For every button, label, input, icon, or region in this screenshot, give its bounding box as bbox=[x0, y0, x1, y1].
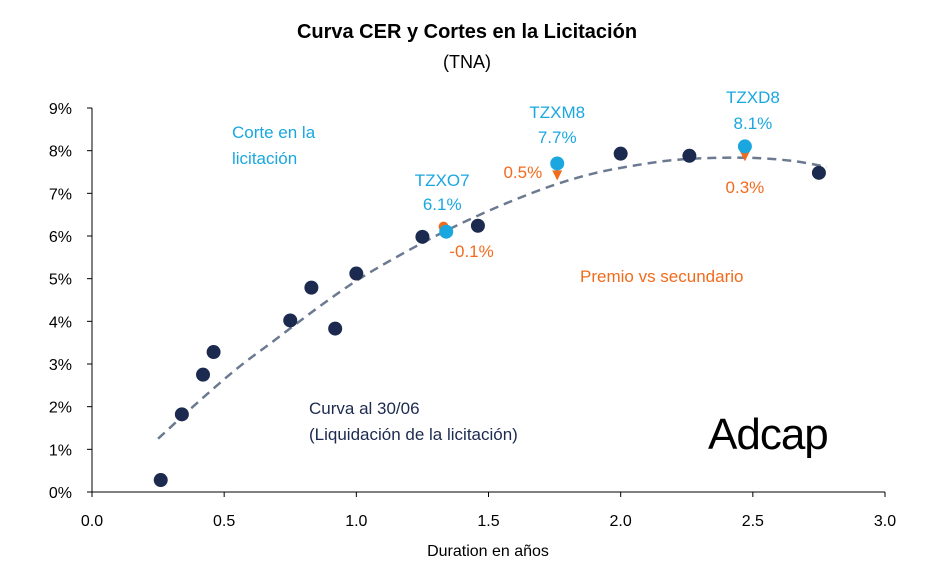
x-tick-label: 1.5 bbox=[477, 513, 499, 530]
y-tick-label: 8% bbox=[49, 144, 72, 161]
auction-legend-line1: Corte en la bbox=[232, 123, 316, 142]
ticker-value: 6.1% bbox=[423, 195, 462, 214]
curve-point bbox=[682, 148, 697, 163]
curve-legend-line2: (Liquidación de la licitación) bbox=[309, 425, 518, 444]
auction-cut-point bbox=[737, 139, 752, 154]
curve-point bbox=[470, 218, 485, 233]
premium-markers bbox=[438, 150, 750, 232]
ticker-label: TZXO7 bbox=[415, 171, 470, 190]
y-tick-label: 9% bbox=[49, 101, 72, 118]
y-tick-label: 0% bbox=[49, 485, 72, 502]
y-tick-labels: 0% 1% 2% 3% 4% 5% 6% 7% 8% 9% bbox=[49, 101, 92, 502]
premium-value: -0.1% bbox=[449, 242, 493, 261]
ticker-value: 7.7% bbox=[538, 128, 577, 147]
x-tick-label: 2.0 bbox=[610, 513, 632, 530]
y-tick-label: 3% bbox=[49, 357, 72, 374]
y-tick-label: 5% bbox=[49, 272, 72, 289]
auction-cut-point bbox=[550, 156, 565, 171]
chart-subtitle: (TNA) bbox=[443, 52, 491, 72]
curve-point bbox=[328, 321, 343, 336]
curve-point bbox=[153, 473, 168, 488]
y-tick-label: 7% bbox=[49, 186, 72, 203]
x-tick-label: 0.5 bbox=[213, 513, 235, 530]
x-axis-label: Duration en años bbox=[427, 543, 549, 560]
curve-point bbox=[415, 229, 430, 244]
premium-legend: Premio vs secundario bbox=[580, 267, 743, 286]
y-tick-label: 2% bbox=[49, 400, 72, 417]
point-labels: TZXO7 6.1% -0.1% TZXM8 7.7% 0.5% TZXD8 8.1% 0.3% bbox=[415, 88, 780, 261]
auction-cut-point bbox=[439, 224, 454, 239]
x-tick-label: 2.5 bbox=[742, 513, 764, 530]
curve-point bbox=[283, 313, 298, 328]
adcap-logo: Adcap bbox=[708, 410, 828, 459]
x-tick-label: 3.0 bbox=[874, 513, 896, 530]
premium-value: 0.5% bbox=[503, 163, 542, 182]
curve-point bbox=[206, 345, 221, 360]
auction-cut-points bbox=[439, 139, 752, 239]
chart-title: Curva CER y Cortes en la Licitación bbox=[297, 21, 637, 43]
x-tick-label: 0.0 bbox=[81, 513, 103, 530]
curve-legend-line1: Curva al 30/06 bbox=[309, 399, 420, 418]
premium-arrow-head bbox=[552, 170, 563, 181]
x-tick-label: 1.0 bbox=[345, 513, 367, 530]
fit-curve-dashed bbox=[157, 156, 828, 440]
curve-point bbox=[174, 407, 189, 422]
curve-point bbox=[811, 165, 826, 180]
y-tick-label: 4% bbox=[49, 314, 72, 331]
curve-point bbox=[349, 266, 364, 281]
curve-point bbox=[196, 367, 211, 382]
ticker-label: TZXD8 bbox=[726, 88, 780, 107]
premium-value: 0.3% bbox=[726, 178, 765, 197]
curve-point bbox=[613, 146, 628, 161]
auction-legend-line2: licitación bbox=[232, 149, 297, 168]
y-tick-label: 6% bbox=[49, 229, 72, 246]
curve-points bbox=[153, 146, 826, 488]
y-tick-label: 1% bbox=[49, 442, 72, 459]
premium-arrow-head bbox=[739, 151, 750, 162]
curve-point bbox=[304, 280, 319, 295]
ticker-label: TZXM8 bbox=[529, 103, 585, 122]
x-tick-labels: 0.0 0.5 1.0 1.5 2.0 2.5 3.0 bbox=[81, 492, 896, 530]
ticker-value: 8.1% bbox=[734, 114, 773, 133]
